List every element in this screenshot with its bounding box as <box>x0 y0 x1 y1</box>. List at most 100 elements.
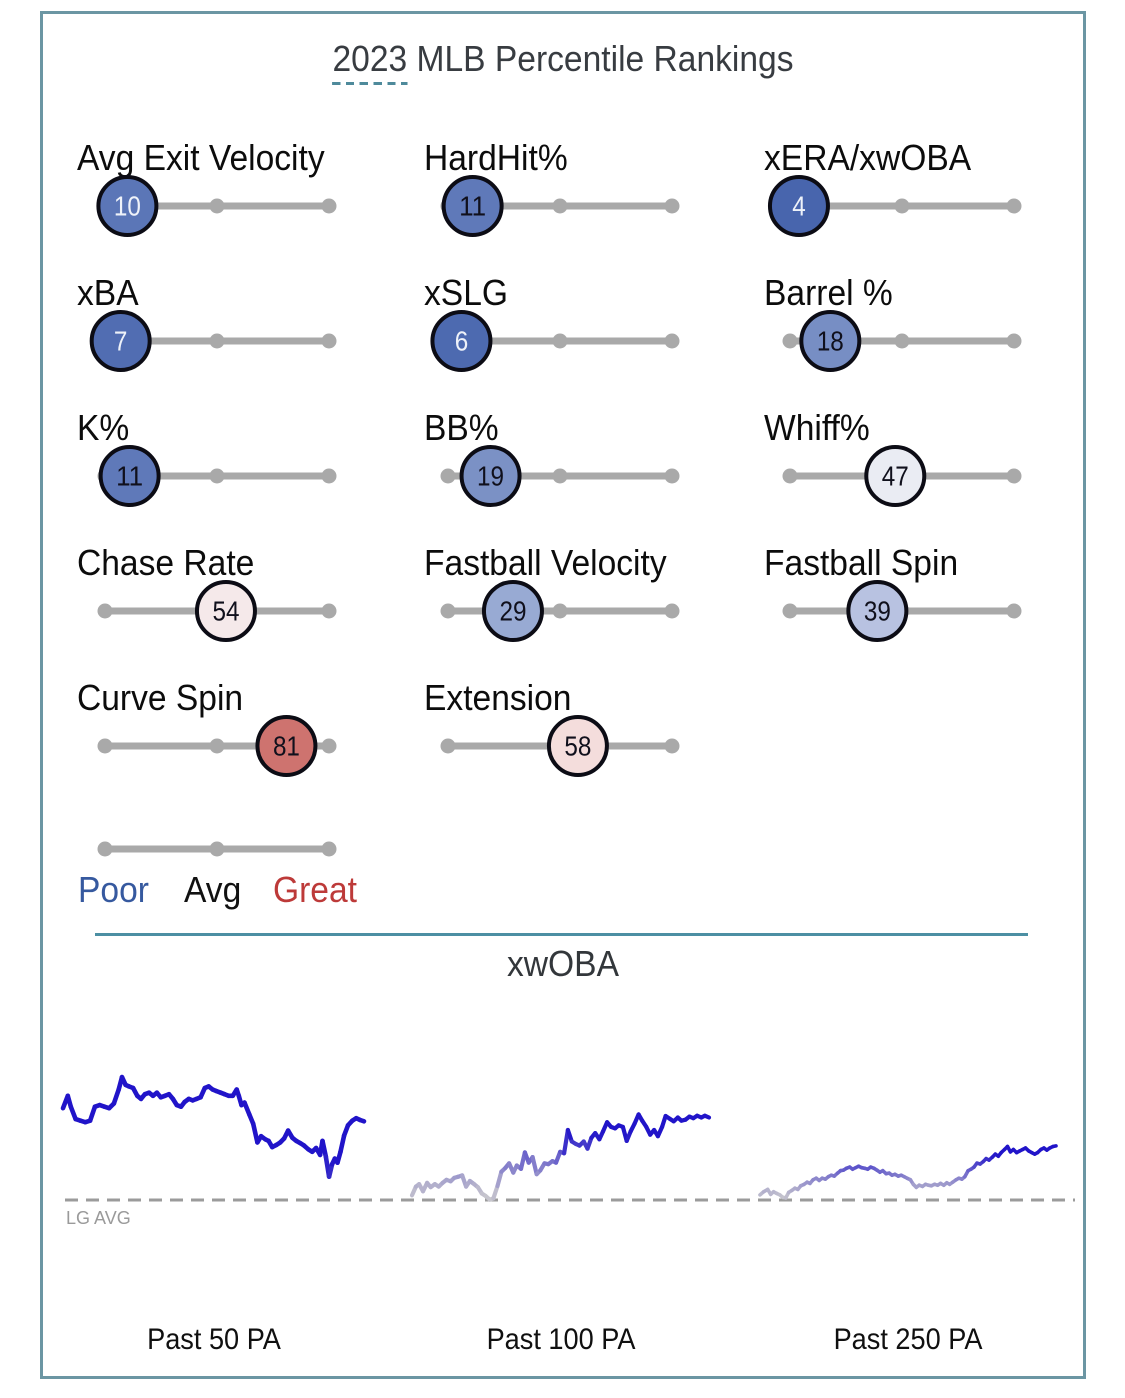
legend-avg-label: Avg <box>184 869 242 910</box>
rolling-chart-line <box>758 1144 1058 1200</box>
chart-label-past-250-pa: Past 250 PA <box>833 1323 983 1356</box>
percentile-value: 4 <box>792 190 806 221</box>
track-end-dot <box>321 333 337 348</box>
stat-label: Whiff% <box>764 406 870 448</box>
percentile-slider: 4 <box>767 174 1022 237</box>
percentile-dot[interactable] <box>767 174 830 237</box>
stat-label: Chase Rate <box>77 541 255 583</box>
track-end-dot <box>1006 198 1022 213</box>
percentile-dot[interactable] <box>864 444 927 507</box>
chart-label-past-50-pa: Past 50 PA <box>146 1323 281 1356</box>
percentile-value: 10 <box>114 190 141 221</box>
percentile-slider: 7 <box>89 309 337 372</box>
track-start-dot <box>440 603 456 618</box>
legend-great-label: Great <box>273 869 357 910</box>
track-end-dot <box>1006 333 1022 348</box>
stat-label: xBA <box>77 271 139 313</box>
percentile-slider: 10 <box>96 174 337 237</box>
track-start-dot <box>782 468 798 483</box>
stat-label: xSLG <box>424 271 508 313</box>
percentile-dot[interactable] <box>430 309 493 372</box>
track-end-dot <box>321 468 337 483</box>
percentile-slider: 18 <box>782 309 1022 372</box>
percentile-dot[interactable] <box>96 174 159 237</box>
percentile-value: 18 <box>817 325 844 356</box>
percentile-slider: 54 <box>97 579 337 642</box>
track-start-dot <box>782 603 798 618</box>
stat-label: Avg Exit Velocity <box>77 136 325 178</box>
track-midpoint-dot <box>552 333 568 348</box>
percentile-value: 11 <box>459 190 486 221</box>
percentile-value: 7 <box>114 325 128 356</box>
percentile-slider: 47 <box>782 444 1022 507</box>
track-end-dot <box>321 841 337 857</box>
track-end-dot <box>1006 468 1022 483</box>
chart-label-past-100-pa: Past 100 PA <box>486 1323 635 1356</box>
rolling-xwoba-charts <box>60 1074 1075 1202</box>
rolling-chart-line <box>409 1112 712 1202</box>
stat-label: Fastball Spin <box>764 541 959 583</box>
percentile-dot[interactable] <box>481 579 544 642</box>
track-end-dot <box>664 333 680 348</box>
track-start-dot <box>782 333 798 348</box>
percentile-slider: 11 <box>440 174 680 237</box>
track-start-dot <box>440 468 456 483</box>
percentile-value: 19 <box>477 460 504 491</box>
track-end-dot <box>1006 603 1022 618</box>
percentile-value: 81 <box>273 730 300 761</box>
percentile-dot[interactable] <box>98 444 161 507</box>
percentile-slider: 58 <box>440 714 680 777</box>
legend-slider <box>97 841 337 857</box>
track-end-dot <box>321 603 337 618</box>
track-end-dot <box>664 603 680 618</box>
percentile-dot[interactable] <box>441 174 504 237</box>
percentile-slider: 29 <box>440 579 680 642</box>
page-title-text: MLB Percentile Rankings <box>407 37 794 79</box>
percentile-dot[interactable] <box>89 309 152 372</box>
percentile-value: 47 <box>882 460 909 491</box>
percentile-dot[interactable] <box>255 714 318 777</box>
rolling-section-title: xwOBA <box>507 943 619 984</box>
percentile-dot[interactable] <box>194 579 257 642</box>
track-end-dot <box>664 198 680 213</box>
season-selector[interactable]: 2023 <box>332 37 408 86</box>
section-separator <box>95 933 1028 936</box>
track-midpoint-dot <box>552 468 568 483</box>
track-midpoint-dot <box>894 198 910 213</box>
percentile-value: 6 <box>455 325 469 356</box>
page-title: 2023 MLB Percentile Rankings <box>85 37 1042 86</box>
percentile-slider: 81 <box>97 714 337 777</box>
track-start-dot <box>97 603 113 618</box>
track-midpoint-dot <box>209 841 225 857</box>
track-midpoint-dot <box>209 333 225 348</box>
stat-label: Extension <box>424 676 572 718</box>
rolling-chart-line <box>60 1074 367 1179</box>
percentile-slider: 19 <box>440 444 680 507</box>
stat-label: xERA/xwOBA <box>764 136 972 178</box>
percentile-dot[interactable] <box>799 309 862 372</box>
league-average-label: LG AVG <box>66 1208 131 1228</box>
track-midpoint-dot <box>209 738 225 753</box>
track-start-dot <box>97 738 113 753</box>
track-end-dot <box>664 468 680 483</box>
percentile-dot[interactable] <box>546 714 609 777</box>
track-midpoint-dot <box>209 468 225 483</box>
track-midpoint-dot <box>209 198 225 213</box>
track-end-dot <box>321 198 337 213</box>
stat-label: K% <box>77 406 130 448</box>
percentile-value: 54 <box>212 595 239 626</box>
track-start-dot <box>97 841 113 857</box>
stat-label: Fastball Velocity <box>424 541 667 583</box>
stat-label: BB% <box>424 406 499 448</box>
legend-poor-label: Poor <box>78 869 149 910</box>
percentile-dot[interactable] <box>846 579 909 642</box>
percentile-value: 39 <box>864 595 891 626</box>
percentile-slider: 11 <box>97 444 337 507</box>
stat-label: Curve Spin <box>77 676 244 718</box>
percentile-dot[interactable] <box>459 444 522 507</box>
percentile-value: 29 <box>499 595 526 626</box>
percentile-value: 11 <box>116 460 143 491</box>
track-end-dot <box>664 738 680 753</box>
track-end-dot <box>321 738 337 753</box>
track-midpoint-dot <box>552 603 568 618</box>
